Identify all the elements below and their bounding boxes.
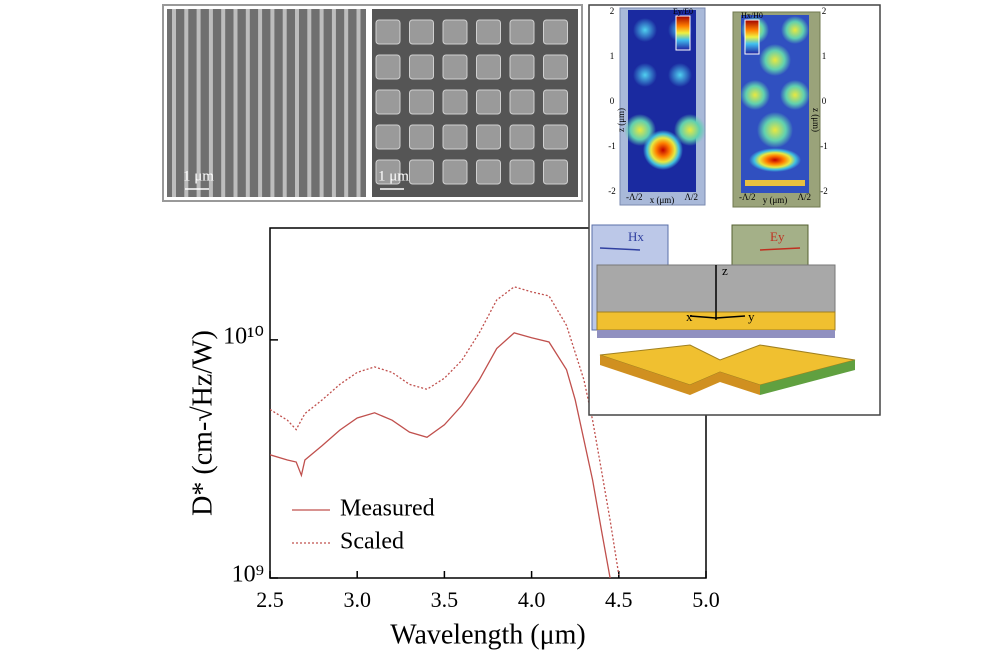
field-y-tick-label: 2 bbox=[822, 6, 827, 16]
grating-line bbox=[356, 9, 361, 197]
grating-line bbox=[282, 9, 287, 197]
grating-line bbox=[295, 9, 299, 197]
field-y-tick-label: -2 bbox=[608, 186, 616, 196]
schematic-label: x bbox=[686, 309, 693, 324]
square-pad bbox=[543, 124, 568, 150]
field-x-label: y (μm) bbox=[763, 195, 788, 205]
x-tick-label: 5.0 bbox=[692, 587, 720, 612]
field-y-tick-label: -2 bbox=[820, 186, 828, 196]
sem-panel bbox=[162, 4, 583, 202]
field-y-tick-label: -1 bbox=[820, 141, 828, 151]
grating-line bbox=[172, 9, 176, 197]
field-x-label: x (μm) bbox=[650, 195, 675, 205]
grating-line bbox=[233, 9, 238, 197]
y-tick-label: 10¹⁰ bbox=[223, 323, 264, 349]
field-x-tick-label: Λ/2 bbox=[797, 192, 811, 202]
field-y-tick-label: 2 bbox=[610, 6, 615, 16]
field-y-tick-label: 1 bbox=[610, 51, 615, 61]
field-y-label: z (μm) bbox=[616, 108, 626, 132]
scale-bar-label: 1 μm bbox=[378, 168, 409, 184]
legend-label: Measured bbox=[340, 496, 435, 522]
x-tick-label: 4.5 bbox=[605, 587, 633, 612]
square-pad bbox=[375, 19, 401, 45]
simulation-inset: 2 1 0 -1 -2 z (μm) -Λ/2 Λ/2 x (μm) Ey/E0 2 1 0 -1 -2 z … bbox=[588, 4, 881, 416]
square-pad bbox=[509, 89, 535, 115]
grating-line bbox=[208, 9, 213, 197]
grating-line bbox=[307, 9, 312, 197]
grating-line bbox=[221, 9, 226, 197]
square-pad bbox=[442, 89, 468, 115]
square-pad bbox=[476, 159, 501, 185]
data-line bbox=[270, 332, 611, 578]
square-pad bbox=[442, 19, 468, 45]
square-pad bbox=[375, 54, 401, 80]
grating-line bbox=[319, 9, 324, 197]
schematic-label: y bbox=[748, 309, 755, 324]
square-pad bbox=[375, 124, 401, 150]
square-pad bbox=[409, 19, 434, 45]
data-line bbox=[270, 286, 620, 576]
field-x-tick-label: -Λ/2 bbox=[626, 192, 643, 202]
square-pad bbox=[476, 54, 501, 80]
square-pad bbox=[442, 124, 468, 150]
x-tick-label: 3.5 bbox=[431, 587, 459, 612]
square-pad bbox=[509, 124, 535, 150]
colorbar-label: Ey/E0 bbox=[673, 7, 693, 16]
grating-line bbox=[184, 9, 189, 197]
grating-line bbox=[196, 9, 201, 197]
square-pad bbox=[543, 19, 568, 45]
square-pad bbox=[375, 89, 401, 115]
x-tick-label: 4.0 bbox=[518, 587, 546, 612]
y-axis-title: D* (cm-√Hz/W) bbox=[187, 330, 218, 516]
scale-bar-label: 1 μm bbox=[183, 168, 214, 184]
colorbar-label: Hx/H0 bbox=[741, 11, 763, 20]
schematic-label: Hx bbox=[628, 229, 644, 244]
grating-line bbox=[245, 9, 250, 197]
square-pad bbox=[509, 19, 535, 45]
grating-line bbox=[258, 9, 263, 197]
square-pad bbox=[543, 89, 568, 115]
field-y-label: z (μm) bbox=[811, 108, 821, 132]
square-pad bbox=[509, 54, 535, 80]
x-tick-label: 2.5 bbox=[256, 587, 284, 612]
grating-line bbox=[344, 9, 349, 197]
field-y-tick-label: -1 bbox=[608, 141, 616, 151]
square-pad bbox=[375, 159, 401, 185]
square-pad bbox=[409, 124, 434, 150]
square-pad bbox=[409, 159, 434, 185]
field-y-tick-label: 0 bbox=[610, 96, 615, 106]
x-tick-label: 3.0 bbox=[343, 587, 371, 612]
field-y-tick-label: 1 bbox=[822, 51, 827, 61]
schematic-label: z bbox=[722, 263, 728, 278]
square-pad bbox=[509, 159, 535, 185]
square-pad bbox=[409, 54, 434, 80]
square-pad bbox=[409, 89, 434, 115]
y-tick-label: 10⁹ bbox=[232, 562, 264, 588]
plot-area bbox=[270, 286, 620, 578]
field-y-tick-label: 0 bbox=[822, 96, 827, 106]
square-pad bbox=[442, 54, 468, 80]
grating-line bbox=[331, 9, 336, 197]
square-pad bbox=[476, 89, 501, 115]
field-x-tick-label: Λ/2 bbox=[684, 192, 698, 202]
field-x-tick-label: -Λ/2 bbox=[739, 192, 756, 202]
square-pad bbox=[476, 124, 501, 150]
square-pad bbox=[543, 54, 568, 80]
x-axis-title: Wavelength (μm) bbox=[390, 619, 585, 650]
grating-line bbox=[270, 9, 275, 197]
legend-label: Scaled bbox=[340, 529, 404, 555]
square-pad bbox=[543, 159, 568, 185]
schematic-label: Ey bbox=[770, 229, 785, 244]
square-pad bbox=[442, 159, 468, 185]
square-pad bbox=[476, 19, 501, 45]
